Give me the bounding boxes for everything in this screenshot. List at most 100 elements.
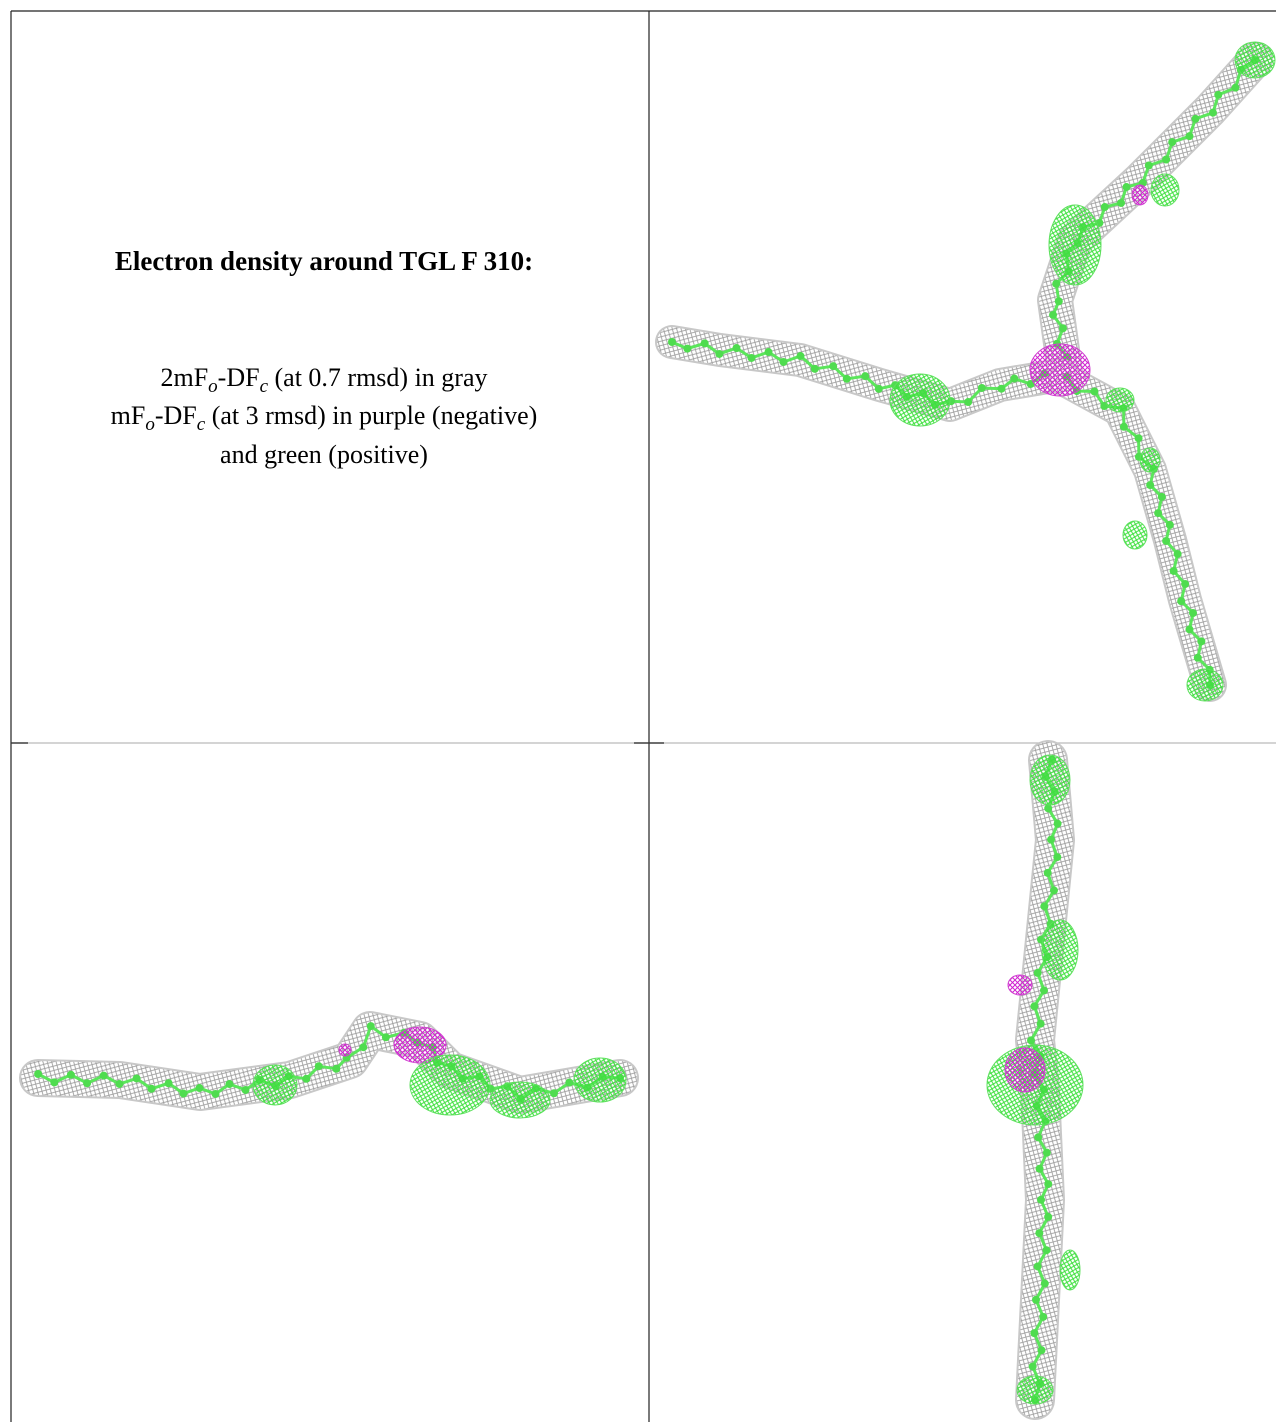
- atom: [1231, 83, 1240, 92]
- atom: [683, 344, 692, 353]
- legend-text: (at 0.7 rmsd) in gray: [268, 363, 488, 392]
- atom: [1028, 1362, 1037, 1371]
- atom: [1185, 625, 1194, 634]
- atom: [1049, 310, 1058, 319]
- green-density: [1150, 173, 1180, 207]
- green-density: [1186, 668, 1224, 702]
- green-density: [1016, 1375, 1054, 1405]
- atom: [550, 1089, 559, 1098]
- atom: [715, 349, 724, 358]
- atom: [1197, 637, 1206, 646]
- atom: [66, 1070, 75, 1079]
- legend-text: -DF: [218, 363, 260, 392]
- atom: [1181, 580, 1190, 589]
- atom: [829, 362, 838, 371]
- green-density: [1122, 520, 1148, 550]
- atom: [1036, 1019, 1045, 1028]
- atom: [1208, 108, 1217, 117]
- atom: [1035, 1164, 1044, 1173]
- purple-density: [1004, 1047, 1046, 1093]
- atom: [359, 1043, 368, 1052]
- atom: [1122, 183, 1131, 192]
- atom: [115, 1079, 124, 1088]
- atom: [1119, 422, 1128, 431]
- atom: [668, 338, 676, 346]
- atom: [83, 1079, 92, 1088]
- atom: [1035, 1229, 1044, 1238]
- legend-line: and green (positive): [220, 440, 428, 469]
- atom: [34, 1070, 43, 1079]
- atom: [195, 1084, 204, 1093]
- green-density: [1059, 1249, 1081, 1291]
- green-density: [409, 1054, 491, 1116]
- atom: [1162, 536, 1171, 545]
- purple-density: [338, 1043, 352, 1057]
- atom: [1193, 653, 1202, 662]
- atom: [1030, 1002, 1039, 1011]
- atom: [1037, 1346, 1046, 1355]
- atom: [997, 384, 1006, 393]
- legend-subscript: c: [197, 414, 206, 435]
- atom: [1032, 1295, 1041, 1304]
- atom: [1165, 520, 1174, 529]
- atom: [1173, 550, 1182, 559]
- atom: [1042, 1148, 1051, 1157]
- atom: [1162, 155, 1171, 164]
- legend-text: mF: [111, 401, 146, 430]
- atom: [50, 1078, 59, 1087]
- atom: [366, 1022, 375, 1031]
- atom: [332, 1064, 341, 1073]
- green-density: [489, 1081, 551, 1119]
- atom: [964, 398, 973, 407]
- atom: [810, 364, 819, 373]
- atom: [99, 1071, 108, 1080]
- atom: [1049, 886, 1058, 895]
- atom: [842, 374, 851, 383]
- atom: [1191, 114, 1200, 123]
- green-density: [889, 373, 951, 427]
- purple-density: [1131, 184, 1149, 206]
- atom: [179, 1089, 188, 1098]
- green-density: [573, 1057, 627, 1103]
- atom: [1052, 279, 1061, 288]
- atom: [565, 1078, 574, 1087]
- atom: [147, 1084, 156, 1093]
- atom: [1189, 609, 1198, 618]
- atom: [1030, 1329, 1039, 1338]
- atom: [1034, 1133, 1043, 1142]
- atom: [1177, 597, 1186, 606]
- atom: [225, 1080, 234, 1089]
- legend-subscript: c: [260, 376, 269, 397]
- atom: [779, 357, 788, 366]
- legend-line: 2mFo-DFc (at 0.7 rmsd) in gray: [160, 363, 487, 397]
- purple-density: [393, 1026, 447, 1064]
- atom: [1010, 374, 1019, 383]
- atom: [1058, 324, 1067, 333]
- green-density: [1234, 41, 1276, 79]
- atom: [1026, 379, 1035, 388]
- atom: [1040, 902, 1049, 911]
- atom: [747, 353, 756, 362]
- atom: [302, 1074, 311, 1083]
- atom: [874, 384, 883, 393]
- green-density: [1048, 204, 1102, 286]
- atom: [1053, 853, 1062, 862]
- atom: [1044, 804, 1053, 813]
- atom: [1033, 1262, 1042, 1271]
- atom: [1047, 835, 1056, 844]
- atom: [211, 1089, 220, 1098]
- atom: [1144, 161, 1153, 170]
- atom: [700, 339, 709, 348]
- legend-subscript: o: [145, 414, 155, 435]
- atom: [1214, 90, 1223, 99]
- green-density: [1041, 919, 1079, 981]
- atom: [732, 344, 741, 353]
- legend-subscript: o: [208, 376, 218, 397]
- atom: [861, 372, 870, 381]
- legend-text: 2mF: [160, 363, 208, 392]
- table-grid: [10, 10, 1276, 1422]
- atom: [977, 383, 986, 392]
- atom: [1146, 481, 1155, 490]
